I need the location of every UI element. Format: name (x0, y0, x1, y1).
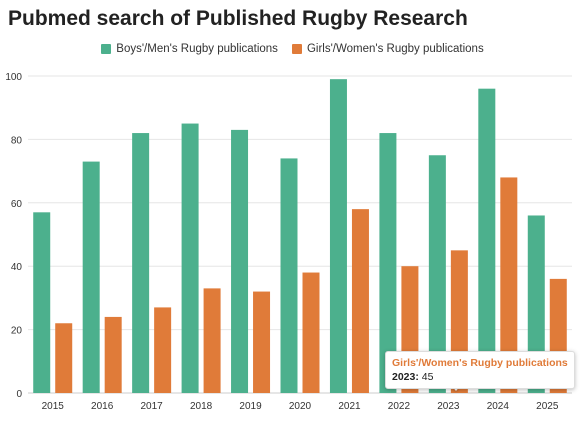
chart-title: Pubmed search of Published Rugby Researc… (8, 7, 468, 30)
x-tick-label: 2023 (437, 401, 460, 412)
chart-legend: Boys'/Men's Rugby publications Girls'/Wo… (0, 43, 585, 55)
y-tick-label: 60 (11, 199, 23, 210)
bar-boys-mens-2019[interactable] (231, 129, 249, 393)
y-tick-label: 80 (11, 135, 23, 146)
bar-boys-mens-2016[interactable] (82, 161, 100, 393)
tooltip-series-name: Girls'/Women's Rugby publications (392, 357, 568, 369)
bars (33, 79, 567, 394)
x-tick-label: 2022 (388, 401, 411, 412)
x-tick-label: 2019 (239, 401, 262, 412)
y-tick-label: 20 (11, 326, 23, 337)
bar-boys-mens-2015[interactable] (33, 212, 51, 393)
bar-girls-womens-2021[interactable] (351, 209, 369, 393)
bar-girls-womens-2020[interactable] (302, 272, 320, 393)
x-tick-label: 2018 (190, 401, 213, 412)
legend-swatch-girls-womens (291, 44, 302, 54)
bar-girls-womens-2017[interactable] (154, 307, 172, 393)
bar-girls-womens-2016[interactable] (104, 316, 122, 393)
y-tick-label: 40 (11, 262, 23, 273)
legend-swatch-boys-mens (101, 44, 112, 54)
x-axis-ticks: 2015 2016 2017 2018 2019 2020 2021 2022 2023 2024… (42, 401, 559, 412)
tooltip: Girls'/Women's Rugby publications 2023: … (385, 351, 575, 389)
bar-girls-womens-2018[interactable] (203, 288, 221, 393)
bar-girls-womens-2024[interactable] (500, 177, 518, 393)
y-tick-label: 0 (16, 389, 22, 400)
legend-item-girls-womens[interactable]: Girls'/Women's Rugby publications (291, 43, 484, 55)
bar-girls-womens-2019[interactable] (253, 291, 271, 393)
bar-boys-mens-2022[interactable] (379, 133, 397, 393)
tooltip-value: 45 (421, 371, 434, 383)
x-tick-label: 2017 (141, 401, 164, 412)
bar-boys-mens-2020[interactable] (280, 158, 298, 393)
x-tick-label: 2016 (91, 401, 114, 412)
tooltip-year: 2023: (392, 371, 419, 383)
bar-boys-mens-2017[interactable] (132, 133, 150, 393)
bar-boys-mens-2018[interactable] (181, 123, 199, 394)
bar-boys-mens-2025[interactable] (527, 215, 545, 393)
x-tick-label: 2021 (338, 401, 361, 412)
x-tick-label: 2025 (536, 401, 559, 412)
legend-item-boys-mens[interactable]: Boys'/Men's Rugby publications (101, 43, 278, 55)
bar-boys-mens-2021[interactable] (329, 79, 347, 394)
bar-boys-mens-2024[interactable] (478, 88, 496, 394)
legend-label-boys-mens: Boys'/Men's Rugby publications (116, 43, 278, 55)
bar-boys-mens-2023[interactable] (428, 155, 446, 393)
x-tick-label: 2024 (487, 401, 510, 412)
y-axis-ticks: 0 20 40 60 80 100 (5, 72, 22, 400)
bar-girls-womens-2015[interactable] (55, 323, 73, 393)
legend-label-girls-womens: Girls'/Women's Rugby publications (306, 43, 484, 55)
y-tick-label: 100 (5, 72, 22, 83)
x-tick-label: 2020 (289, 401, 312, 412)
x-tick-label: 2015 (42, 401, 65, 412)
